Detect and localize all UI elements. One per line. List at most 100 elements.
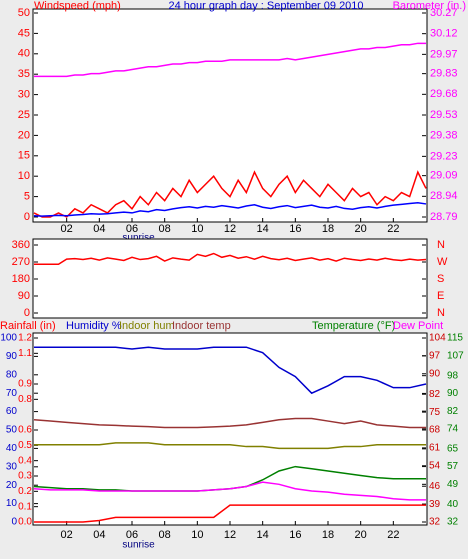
y-tick-label: 0.3: [18, 471, 32, 482]
series-line: [34, 252, 427, 266]
legend-label: Indoor temp: [172, 320, 231, 332]
y-tick-label: 1.1: [18, 348, 32, 359]
x-tick-label: 08: [159, 223, 171, 235]
series-line: [34, 504, 426, 523]
x-tick-label: 04: [93, 223, 105, 235]
y-tick-label: 60: [6, 406, 18, 417]
y-tick-label: 10: [6, 498, 18, 509]
y-tick-label: 30: [18, 89, 30, 101]
x-tick-label: 02: [61, 529, 73, 541]
y-tick-label: 180: [12, 273, 30, 285]
y-tick-label: 68: [429, 425, 441, 436]
y-tick-label: S: [437, 273, 444, 285]
y-tick-label: 100: [0, 333, 17, 344]
x-tick-label: 10: [191, 223, 203, 235]
y-tick-label: 0: [24, 211, 30, 223]
y-tick-label: 20: [18, 129, 30, 141]
y-tick-label: E: [437, 290, 444, 302]
y-tick-label: 30.12: [430, 28, 458, 40]
y-tick-label: 270: [12, 256, 30, 268]
annotation: sunrise: [122, 233, 155, 244]
y-tick-label: 57: [447, 461, 459, 472]
y-tick-label: N: [437, 307, 445, 319]
y-tick-label: 45: [18, 27, 30, 39]
y-tick-label: 0.2: [18, 486, 32, 497]
series-line: [34, 346, 427, 395]
x-tick-label: 16: [289, 223, 301, 235]
y-tick-label: 107: [447, 350, 464, 361]
y-tick-label: 0: [11, 517, 17, 528]
y-tick-label: 0.5: [18, 440, 32, 451]
y-tick-label: 49: [447, 479, 459, 490]
y-tick-label: 104: [429, 333, 446, 344]
y-tick-label: 90: [18, 290, 30, 302]
y-tick-label: 50: [6, 425, 18, 436]
series-line: [33, 481, 426, 501]
y-tick-label: 29.68: [430, 88, 458, 100]
y-tick-label: 0.0: [18, 517, 32, 528]
y-tick-label: 5: [24, 191, 30, 203]
y-tick-label: 0.9: [18, 379, 32, 390]
y-tick-label: 28.94: [430, 190, 458, 202]
y-tick-label: N: [437, 239, 445, 251]
legend-label: Rainfall (in): [0, 320, 56, 332]
y-axis-label: Windspeed (mph): [34, 0, 121, 12]
y-tick-label: 90: [447, 388, 459, 399]
y-tick-label: 25: [18, 109, 30, 121]
x-tick-label: 20: [355, 529, 367, 541]
y-tick-label: 29.23: [430, 150, 458, 162]
chart-title: 24 hour graph day : September 09 2010: [168, 0, 363, 12]
series-line: [33, 170, 427, 218]
y-tick-label: 20: [6, 480, 18, 491]
y-tick-label: 29.53: [430, 109, 458, 121]
series-line: [34, 442, 426, 450]
x-tick-label: 18: [322, 223, 334, 235]
y-tick-label: 1.2: [18, 333, 32, 344]
x-tick-label: 04: [93, 529, 105, 541]
y-tick-label: 115: [447, 333, 463, 344]
y-tick-label: 90: [429, 368, 441, 379]
x-tick-label: 12: [224, 529, 236, 541]
x-tick-label: 08: [159, 529, 171, 541]
y-tick-label: 15: [18, 150, 30, 162]
x-tick-label: 18: [322, 529, 334, 541]
y-tick-label: 90: [6, 351, 18, 362]
y-tick-label: 46: [429, 481, 441, 492]
y-tick-label: 32: [429, 517, 441, 528]
y2-axis-label: Barometer (in.): [393, 0, 466, 12]
x-tick-label: 02: [61, 223, 73, 235]
y-tick-label: W: [437, 256, 448, 268]
plot-area: [32, 8, 428, 223]
x-tick-label: 22: [387, 223, 399, 235]
y-tick-label: 360: [12, 239, 30, 251]
y-tick-label: 40: [18, 48, 30, 60]
y-tick-label: 50: [18, 7, 30, 19]
y-tick-label: 0.8: [18, 394, 32, 405]
plot-area: [32, 238, 428, 319]
y-tick-label: 0.4: [18, 455, 32, 466]
y-tick-label: 82: [447, 406, 459, 417]
plot-area: [32, 332, 428, 526]
series-line: [34, 42, 426, 78]
legend-label: Indoor hum: [119, 320, 175, 332]
y-tick-label: 39: [429, 499, 441, 510]
y-tick-label: 28.79: [430, 211, 458, 223]
series-line: [33, 417, 426, 429]
y-tick-label: 40: [6, 443, 18, 454]
y-tick-label: 32: [447, 517, 459, 528]
x-tick-label: 22: [387, 529, 399, 541]
y-tick-label: 30.27: [430, 7, 458, 19]
y-tick-label: 98: [447, 370, 459, 381]
legend-label: Humidity %: [66, 320, 122, 332]
x-tick-label: 10: [191, 529, 203, 541]
annotation: sunrise: [122, 540, 155, 551]
y-tick-label: 97: [429, 351, 441, 362]
y-tick-label: 10: [18, 170, 30, 182]
y-tick-label: 54: [429, 460, 441, 471]
y-tick-label: 29.97: [430, 48, 458, 60]
x-tick-label: 12: [224, 223, 236, 235]
y-tick-label: 75: [429, 407, 441, 418]
y-tick-label: 70: [6, 388, 18, 399]
y-tick-label: 61: [429, 443, 441, 454]
series-line: [33, 201, 427, 217]
